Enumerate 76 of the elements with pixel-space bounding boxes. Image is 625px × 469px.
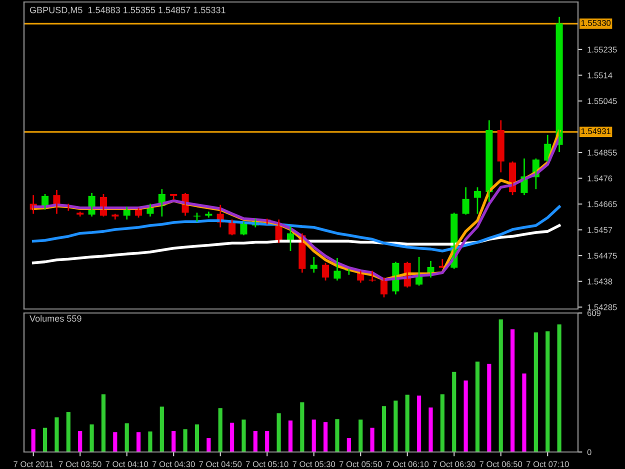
x-tick-label: 7 Oct 05:10 bbox=[246, 461, 288, 468]
bar bbox=[66, 412, 70, 452]
bar bbox=[90, 424, 94, 452]
chart-title: Volumes 559 bbox=[30, 315, 82, 322]
bar bbox=[148, 431, 152, 452]
bar bbox=[276, 413, 281, 452]
bar bbox=[428, 407, 433, 452]
bar bbox=[136, 432, 141, 452]
bar bbox=[346, 438, 351, 452]
y-tick-label: 1.54285 bbox=[588, 304, 617, 310]
bar bbox=[78, 431, 82, 452]
y-tick-label: 609 bbox=[587, 310, 601, 316]
bar bbox=[101, 394, 106, 452]
x-tick-label: 7 Oct 06:30 bbox=[432, 461, 476, 468]
bar bbox=[557, 324, 562, 452]
bar bbox=[242, 420, 246, 452]
y-tick-label: 1.54665 bbox=[588, 201, 617, 208]
x-tick-label: 7 Oct 07:10 bbox=[526, 461, 569, 468]
bar bbox=[265, 431, 270, 452]
bar bbox=[288, 420, 293, 452]
bar bbox=[113, 432, 118, 452]
bar bbox=[382, 406, 386, 452]
y-tick-label: 1.54475 bbox=[588, 252, 617, 259]
bar bbox=[183, 429, 188, 452]
bar bbox=[370, 428, 374, 452]
bar bbox=[464, 380, 468, 452]
bar bbox=[440, 394, 444, 452]
bar bbox=[312, 420, 316, 452]
bar bbox=[358, 420, 363, 452]
y-tick-label: 1.55045 bbox=[588, 98, 617, 104]
x-tick-label: 7 Oct 03:50 bbox=[58, 461, 102, 468]
bar bbox=[124, 423, 129, 452]
ref-line-label: 1.55330 bbox=[581, 20, 611, 26]
bar bbox=[42, 428, 48, 452]
bar bbox=[522, 373, 526, 452]
bar bbox=[487, 364, 492, 452]
bar bbox=[417, 396, 422, 452]
bar bbox=[546, 331, 550, 452]
bar bbox=[54, 417, 59, 452]
bar bbox=[324, 422, 328, 452]
y-tick-label: 1.54855 bbox=[588, 150, 617, 156]
x-tick-label: 7 Oct 06:50 bbox=[480, 461, 522, 468]
bar bbox=[218, 408, 222, 452]
x-tick-label: 7 Oct 05:30 bbox=[292, 461, 336, 468]
bar bbox=[253, 431, 258, 452]
y-tick-label: 1.5514 bbox=[588, 72, 612, 78]
y-tick-label: 1.5438 bbox=[588, 278, 612, 284]
bar bbox=[452, 372, 456, 452]
bar bbox=[230, 422, 234, 452]
x-tick-label: 7 Oct 2011 bbox=[14, 461, 54, 468]
bar bbox=[160, 406, 164, 452]
bar bbox=[534, 332, 538, 452]
ref-line-label: 1.54931 bbox=[581, 128, 610, 134]
bar bbox=[405, 394, 410, 452]
x-tick-label: 7 Oct 04:30 bbox=[152, 461, 195, 468]
bar bbox=[172, 431, 176, 452]
chart-title: GBPUSD,M5 1.54883 1.55355 1.54857 1.55331 bbox=[30, 6, 226, 14]
bar bbox=[394, 400, 398, 452]
x-tick-label: 7 Oct 05:50 bbox=[339, 461, 382, 468]
bar bbox=[206, 438, 211, 452]
bar bbox=[498, 319, 503, 452]
y-tick-label: 1.5457 bbox=[588, 227, 612, 233]
bar bbox=[510, 329, 515, 452]
candlestick bbox=[368, 270, 376, 282]
y-tick-label: 1.5476 bbox=[588, 175, 612, 182]
bar bbox=[300, 402, 304, 452]
bar bbox=[194, 424, 200, 452]
x-tick-label: 7 Oct 04:50 bbox=[199, 461, 242, 468]
bar bbox=[335, 419, 340, 452]
bar bbox=[31, 429, 36, 452]
line-series bbox=[32, 205, 561, 252]
y-tick-label: 0 bbox=[587, 449, 592, 456]
x-tick-label: 7 Oct 06:10 bbox=[386, 461, 429, 468]
bar bbox=[475, 362, 480, 452]
x-tick-label: 7 Oct 04:10 bbox=[106, 461, 148, 468]
y-tick-label: 1.55235 bbox=[588, 46, 617, 53]
